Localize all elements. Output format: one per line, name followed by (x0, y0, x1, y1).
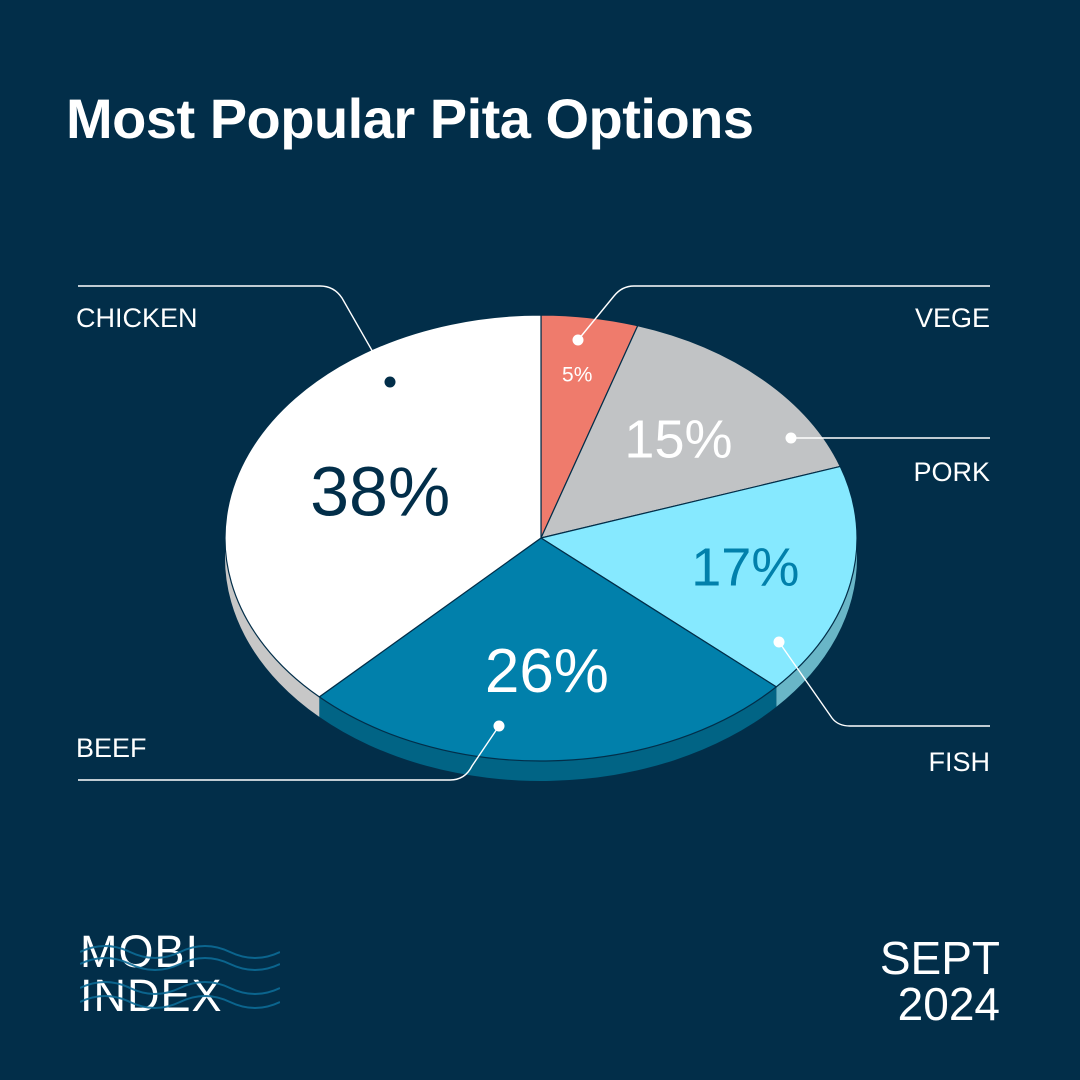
logo-wave-pattern (80, 945, 280, 1009)
category-label-beef: BEEF (76, 733, 147, 763)
pct-label-pork: 15% (624, 409, 732, 469)
slice-fish (540, 465, 858, 688)
leader-dot-beef (493, 720, 505, 732)
slice-side-chicken (225, 538, 320, 717)
pct-label-fish: 17% (691, 538, 799, 598)
leader-dot-fish (773, 636, 785, 648)
date-year: 2024 (897, 978, 1000, 1030)
slice-pork (540, 325, 841, 539)
slice-side-fish (776, 538, 857, 707)
slice-beef (318, 537, 777, 762)
category-label-chicken: CHICKEN (76, 303, 198, 333)
category-label-pork: PORK (913, 457, 990, 487)
category-label-fish: FISH (928, 747, 990, 777)
leader-dot-pork (785, 432, 797, 444)
pct-label-chicken: 38% (310, 453, 450, 531)
leader-dot-vege (572, 334, 584, 346)
slice-side-beef (319, 686, 777, 781)
date-label: SEPT 2024 (880, 935, 1000, 1027)
leader-line-vege (577, 285, 990, 341)
chart-title: Most Popular Pita Options (66, 87, 754, 150)
leader-dot-chicken (384, 376, 396, 388)
pct-label-beef: 26% (485, 637, 609, 706)
date-month: SEPT (879, 932, 1000, 984)
leader-line-beef (78, 725, 500, 781)
leader-line-chicken (78, 285, 391, 383)
category-label-vege: VEGE (915, 303, 990, 333)
mobi-index-logo: MOBI INDEX (80, 929, 280, 1030)
pct-label-vege: 5% (562, 363, 592, 386)
leader-line-fish (778, 641, 990, 727)
slice-chicken (224, 314, 542, 698)
